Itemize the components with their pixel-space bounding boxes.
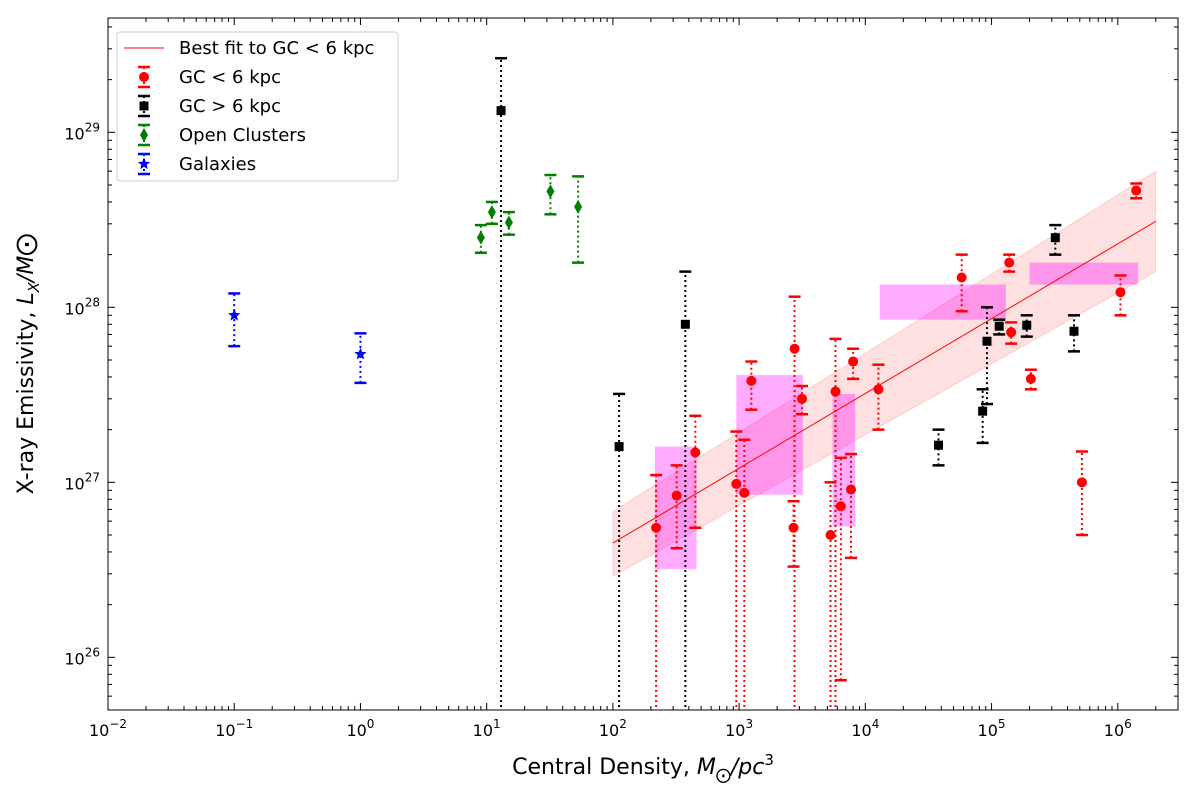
y-axis-label: X-ray Emissivity, LX/M⨀ <box>14 234 43 495</box>
x-tick-label: 10−2 <box>89 717 127 740</box>
point-gc-6-kpc-9 <box>797 393 808 404</box>
legend-marker-gc-6-kpc <box>139 72 149 82</box>
point-gc-6-kpc-2 <box>671 490 682 501</box>
point-gc-6-kpc-5 <box>739 487 750 498</box>
point-gc-6-kpc-21 <box>1115 287 1126 298</box>
x-tick-label: 101 <box>473 717 501 740</box>
point-open-clusters-2 <box>487 205 496 220</box>
point-gc-6-kpc-6 <box>746 375 757 386</box>
x-tick-label: 103 <box>725 717 753 740</box>
legend: Best fit to GC < 6 kpc GC < 6 kpc GC > 6 k… <box>116 31 399 182</box>
x-tick-label: 104 <box>851 717 879 740</box>
point-gc-6-kpc-10 <box>1069 326 1079 336</box>
point-gc-6-kpc-6 <box>982 336 992 346</box>
point-gc-6-kpc-4 <box>934 440 944 450</box>
point-open-clusters-3 <box>504 215 513 230</box>
point-gc-6-kpc-5 <box>978 406 988 416</box>
point-gc-6-kpc-9 <box>1050 233 1060 243</box>
point-open-clusters-4 <box>546 184 555 199</box>
axes: 10−2 10−1 100 101 102 103 104 105 106 1026 1027 102… <box>64 17 1179 740</box>
point-gc-6-kpc-3 <box>690 447 701 458</box>
point-gc-6-kpc-3 <box>680 319 690 329</box>
point-open-clusters-1 <box>476 230 485 245</box>
y-tick-label: 1029 <box>64 120 100 143</box>
point-gc-6-kpc-1 <box>651 522 662 533</box>
x-tick-label: 10−1 <box>215 717 253 740</box>
point-gc-6-kpc-7 <box>994 321 1004 331</box>
binned-range-box-5 <box>1029 262 1139 285</box>
x-tick-label: 102 <box>599 717 627 740</box>
point-gc-6-kpc-8 <box>789 343 800 354</box>
point-gc-6-kpc-14 <box>848 356 859 367</box>
x-tick-label: 106 <box>1104 717 1132 740</box>
legend-marker-open-clusters <box>140 128 148 142</box>
point-gc-6-kpc-19 <box>1025 373 1036 384</box>
point-gc-6-kpc-10 <box>825 529 836 540</box>
point-galaxies-1 <box>228 308 241 321</box>
point-gc-6-kpc-15 <box>873 384 884 395</box>
point-galaxies-2 <box>354 347 367 360</box>
legend-label-gc-6-kpc: GC > 6 kpc <box>179 96 281 117</box>
plot-area <box>228 56 1157 710</box>
y-tick-label: 1027 <box>64 470 100 493</box>
axes-frame <box>107 17 1179 711</box>
point-gc-6-kpc-22 <box>1131 185 1142 196</box>
point-open-clusters-5 <box>574 199 583 214</box>
point-gc-6-kpc-8 <box>1022 320 1032 330</box>
point-gc-6-kpc-20 <box>1076 477 1087 488</box>
point-gc-6-kpc-17 <box>1004 257 1015 268</box>
binned-range-box-2 <box>736 375 803 495</box>
point-gc-6-kpc-2 <box>614 442 624 452</box>
legend-box <box>116 31 399 182</box>
point-gc-6-kpc-4 <box>731 478 742 489</box>
y-tick-label: 1026 <box>64 645 100 668</box>
x-axis-label: Central Density, M⨀/pc3 <box>512 751 774 784</box>
y-tick-label: 1028 <box>64 295 100 318</box>
x-tick-label: 105 <box>978 717 1006 740</box>
legend-label-gc-6-kpc: GC < 6 kpc <box>179 67 281 88</box>
point-gc-6-kpc-7 <box>788 522 799 533</box>
legend-label-galaxies: Galaxies <box>179 154 256 175</box>
x-tick-label: 100 <box>346 717 374 740</box>
best-fit-line <box>612 220 1157 544</box>
fit-confidence-band <box>612 170 1157 578</box>
point-gc-6-kpc-18 <box>1006 327 1017 338</box>
legend-label-best-fit-to-gc-6-kpc: Best fit to GC < 6 kpc <box>179 38 374 59</box>
point-gc-6-kpc-16 <box>956 272 967 283</box>
binned-range-box-4 <box>879 284 1006 320</box>
point-gc-6-kpc-12 <box>835 501 846 512</box>
legend-marker-galaxies <box>137 157 151 170</box>
point-gc-6-kpc-13 <box>846 484 857 495</box>
legend-marker-gc-6-kpc <box>139 101 149 111</box>
point-gc-6-kpc-1 <box>496 106 506 116</box>
legend-label-open-clusters: Open Clusters <box>179 125 306 146</box>
point-gc-6-kpc-11 <box>830 386 841 397</box>
